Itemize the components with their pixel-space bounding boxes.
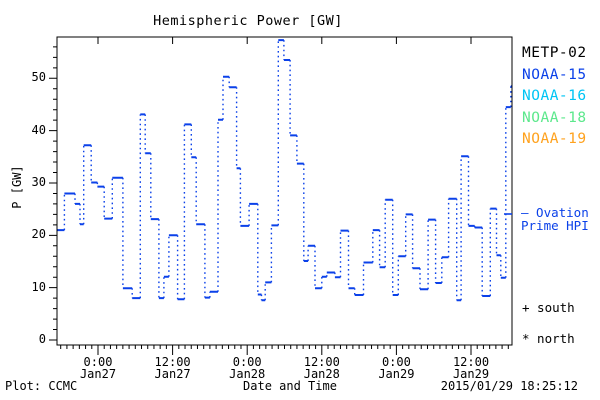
y-tick-label: 20 xyxy=(31,227,46,242)
plot-timestamp: 2015/01/29 18:25:12 xyxy=(440,379,578,393)
x-tick-date-label: Jan28 xyxy=(303,367,340,381)
x-tick-time-label: 0:00 xyxy=(232,355,262,369)
legend-item-noaa-18: NOAA-18 xyxy=(522,109,587,126)
x-tick-time-label: 0:00 xyxy=(381,355,411,369)
x-axis-title: Date and Time xyxy=(243,379,337,393)
y-tick-label: 0 xyxy=(38,332,46,346)
x-tick-date-label: Jan29 xyxy=(452,367,490,381)
north-symbol-label: * north xyxy=(522,331,575,346)
y-tick-label: 10 xyxy=(31,279,46,294)
x-tick-date-label: Jan29 xyxy=(378,367,415,381)
south-symbol-label: + south xyxy=(522,300,575,315)
legend-item-metp-02: METP-02 xyxy=(522,45,587,61)
tick-marks xyxy=(49,37,509,355)
y-tick-label: 30 xyxy=(31,174,46,189)
x-tick-time-label: 0:00 xyxy=(83,355,113,369)
legend-item-noaa-15: NOAA-15 xyxy=(522,66,587,83)
hpi-step-levels xyxy=(57,39,512,302)
hpi-step-curve xyxy=(57,39,512,302)
x-tick-date-label: Jan28 xyxy=(229,367,266,381)
x-tick-time-label: 12:00 xyxy=(303,355,340,369)
y-tick-label: 40 xyxy=(31,122,46,137)
plot-credit: Plot: CCMC xyxy=(5,379,78,393)
legend-item-noaa-16: NOAA-16 xyxy=(522,88,587,104)
hpi-step-connectors xyxy=(63,40,512,301)
x-tick-time-label: 12:00 xyxy=(154,355,191,369)
axis-ticks xyxy=(49,37,509,355)
x-tick-time-label: 12:00 xyxy=(452,355,490,369)
x-tick-date-label: Jan27 xyxy=(154,367,191,381)
y-tick-label: 50 xyxy=(31,70,46,85)
plot-frame xyxy=(56,36,513,346)
ovation-label-line2: Prime HPI xyxy=(521,218,589,233)
legend-item-noaa-19: NOAA-19 xyxy=(522,131,587,147)
ovation-label-line1: – Ovation xyxy=(521,205,589,220)
chart-title: Hemispheric Power [GW] xyxy=(153,13,343,29)
x-tick-date-label: Jan27 xyxy=(79,367,117,381)
